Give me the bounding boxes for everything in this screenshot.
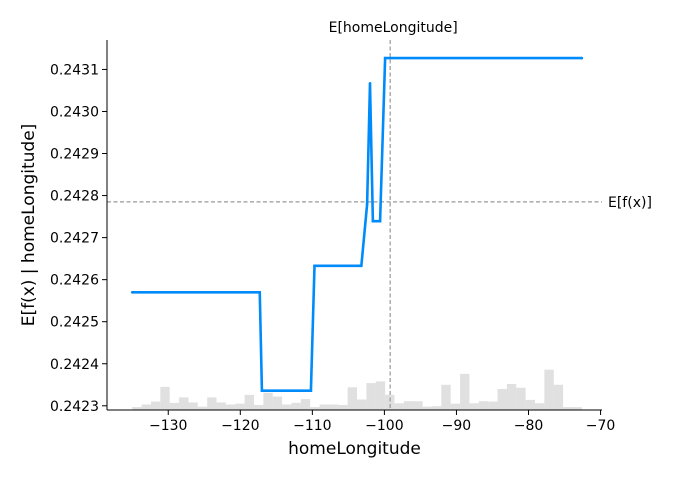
feature-histogram — [132, 369, 582, 410]
histogram-bar — [366, 383, 376, 410]
dependence-point — [365, 203, 369, 206]
dependence-point — [130, 290, 134, 294]
y-axis-label: E[f(x) | homeLongitude] — [19, 124, 39, 327]
histogram-bar — [422, 406, 432, 410]
histogram-bar — [525, 399, 535, 410]
y-tick-label: 0.2427 — [50, 231, 99, 247]
x-tick-label: −130 — [149, 418, 187, 434]
dependence-line-layer — [130, 56, 584, 392]
histogram-bar — [478, 401, 489, 410]
histogram-bar — [516, 387, 526, 410]
y-tick-label: 0.2425 — [50, 315, 99, 331]
dependence-point — [309, 389, 313, 392]
histogram-bar — [553, 384, 564, 410]
dependence-point — [260, 389, 264, 392]
histogram-bar — [263, 392, 273, 410]
dependence-point — [313, 264, 316, 268]
histogram-bar — [291, 402, 301, 410]
y-tick-label: 0.2424 — [50, 357, 99, 373]
histogram-bar — [572, 407, 582, 410]
dependence-point — [580, 56, 584, 60]
axes: −130 −120 −110 −100 −90 −80 −70 0.2423 0.2424 0.2… — [50, 40, 615, 434]
histogram-bar — [300, 399, 311, 410]
y-tick-label: 0.2423 — [50, 399, 99, 415]
histogram-bar — [244, 394, 254, 410]
dependence-line — [132, 56, 582, 392]
histogram-bar — [272, 396, 283, 410]
histogram-bar — [450, 403, 461, 410]
feature-mean-label: E[homeLongitude] — [329, 20, 458, 36]
y-tick-label: 0.2426 — [50, 273, 99, 289]
histogram-bar — [563, 407, 573, 410]
histogram-bar — [169, 402, 180, 410]
x-tick-label: −120 — [221, 418, 259, 434]
histogram-bar — [413, 401, 423, 410]
histogram-bar — [179, 397, 189, 410]
histogram-bar — [216, 402, 226, 410]
y-tick-label: 0.2428 — [50, 189, 99, 205]
histogram-bar — [544, 369, 554, 410]
histogram-bar — [160, 386, 170, 410]
histogram-bar — [357, 399, 367, 410]
histogram-bar — [534, 403, 545, 410]
x-axis-label: homeLongitude — [288, 439, 421, 459]
histogram-bar — [141, 404, 151, 410]
histogram-bar — [506, 383, 517, 410]
x-tick-label: −100 — [365, 418, 403, 434]
dependence-point — [378, 219, 382, 223]
histogram-bar — [375, 381, 386, 410]
y-tick-label: 0.2431 — [50, 62, 99, 78]
x-tick-label: −70 — [586, 418, 616, 434]
histogram-bar — [338, 404, 348, 410]
histogram-bar — [460, 373, 470, 410]
histogram-bar — [347, 387, 358, 410]
histogram-bar — [394, 403, 404, 410]
histogram-bar — [385, 394, 395, 410]
histogram-bar — [188, 402, 198, 410]
histogram-bar — [282, 404, 292, 410]
expected-value-label: E[f(x)] — [608, 195, 652, 211]
histogram-bar — [253, 404, 264, 410]
histogram-bar — [488, 401, 498, 410]
histogram-bar — [469, 403, 479, 410]
histogram-bar — [150, 401, 161, 410]
histogram-bar — [328, 404, 339, 410]
histogram-bar — [431, 406, 442, 410]
x-tick-label: −80 — [514, 418, 544, 434]
histogram-bar — [319, 404, 329, 410]
histogram-bar — [207, 397, 217, 410]
histogram-bar — [132, 407, 142, 410]
histogram-bar — [441, 384, 451, 410]
dependence-point — [371, 219, 375, 223]
dependence-point — [383, 56, 387, 60]
histogram-bar — [197, 406, 208, 410]
dependence-point — [368, 82, 372, 85]
dependence-point — [258, 290, 262, 294]
x-tick-label: −110 — [293, 418, 331, 434]
histogram-bar — [225, 404, 236, 410]
y-tick-label: 0.2429 — [50, 147, 99, 163]
dependence-point — [360, 264, 363, 268]
histogram-bar — [235, 403, 245, 410]
reference-lines: E[f(x)] E[homeLongitude] — [107, 20, 652, 410]
histogram-bar — [310, 407, 320, 410]
x-tick-label: −90 — [442, 418, 472, 434]
histogram-bar — [403, 401, 414, 410]
histogram-bar — [497, 388, 507, 410]
y-tick-label: 0.2430 — [50, 104, 99, 120]
